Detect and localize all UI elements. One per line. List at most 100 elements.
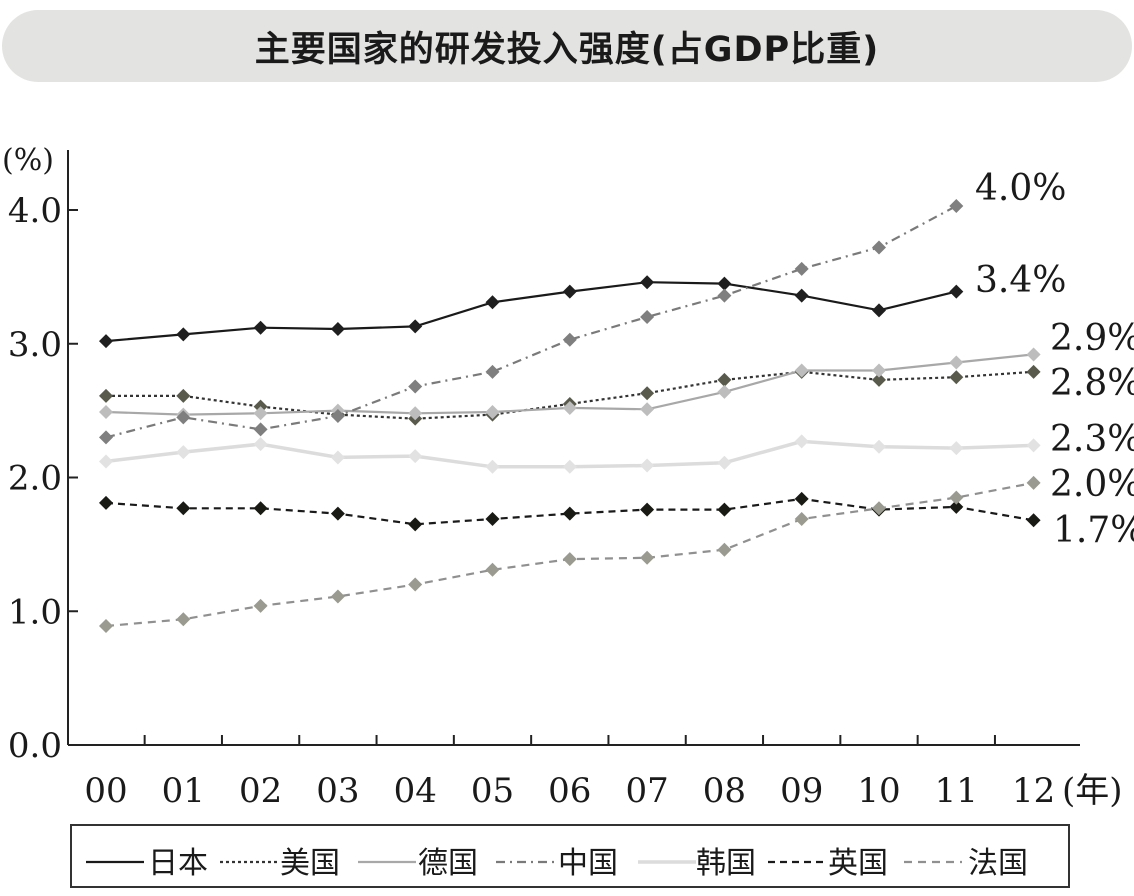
data-point-marker [485, 562, 500, 577]
data-point-marker [562, 506, 577, 521]
y-tick-label: 1.0 [8, 592, 62, 632]
data-point-marker [408, 517, 423, 532]
y-tick-label: 3.0 [8, 325, 62, 365]
data-point-marker [794, 288, 809, 303]
data-point-marker [949, 370, 964, 385]
data-point-marker [408, 379, 423, 394]
series-end-value-label: 2.3% [1050, 419, 1134, 460]
data-point-marker [562, 332, 577, 347]
data-point-marker [99, 404, 113, 419]
x-tick-label: 06 [548, 771, 591, 811]
data-point-marker [872, 363, 886, 378]
series-end-value-label: 2.0% [1050, 464, 1134, 505]
series-line [105, 205, 957, 439]
data-point-marker [485, 404, 500, 419]
x-tick-label: 01 [162, 771, 205, 811]
data-point-marker [330, 408, 345, 423]
y-tick-label: 4.0 [8, 191, 62, 231]
legend-label: 韩国 [696, 846, 756, 881]
data-point-marker [176, 501, 191, 516]
data-point-marker [794, 363, 809, 378]
data-point-marker [717, 384, 732, 399]
data-point-marker [794, 511, 809, 526]
legend-items: 日本 美国 德国 中国 韩国 英国 法国 [86, 846, 1028, 881]
data-point-marker [408, 449, 423, 464]
data-point-marker [99, 388, 113, 403]
data-point-marker [1026, 513, 1041, 528]
data-point-marker [330, 506, 345, 521]
data-point-marker [408, 406, 423, 421]
y-axis-unit-label: (%) [2, 143, 54, 178]
data-point-marker [253, 406, 268, 421]
chart-title: 主要国家的研发投入强度(占GDP比重) [254, 29, 880, 70]
data-point-marker [1026, 438, 1041, 453]
data-point-marker [562, 284, 577, 299]
data-point-marker [949, 490, 964, 505]
data-point-marker [408, 577, 423, 592]
data-point-marker [330, 322, 345, 337]
data-point-marker [176, 612, 191, 627]
data-point-marker [1026, 475, 1041, 490]
legend-label: 美国 [280, 846, 340, 881]
data-point-marker [330, 450, 345, 465]
x-tick-label: 00 [84, 771, 127, 811]
data-point-marker [562, 552, 577, 567]
data-point-marker [176, 410, 191, 425]
data-point-marker [485, 295, 500, 310]
data-point-marker [717, 372, 732, 387]
data-point-marker [640, 402, 655, 417]
data-point-marker [253, 598, 268, 613]
data-point-marker [872, 501, 886, 516]
data-point-marker [562, 459, 577, 474]
data-point-marker [562, 400, 577, 415]
legend-label: 法国 [968, 846, 1028, 881]
data-point-marker [949, 441, 964, 456]
data-point-marker [717, 502, 732, 517]
data-point-marker [872, 303, 886, 318]
chart-axes: 0.0 1.0 2.0 3.0 4.0 (%) 00 01 02 03 04 05 06 07 08 09 10… [2, 143, 1123, 811]
data-point-marker [794, 491, 809, 506]
legend-label: 日本 [148, 846, 208, 881]
x-axis-unit-label: (年) [1062, 771, 1123, 811]
data-point-marker [176, 388, 191, 403]
data-point-marker [99, 495, 113, 510]
x-tick-label: 03 [316, 771, 359, 811]
data-point-marker [717, 276, 732, 291]
data-point-marker [872, 240, 886, 255]
data-point-marker [99, 334, 113, 349]
x-tick-label: 05 [471, 771, 514, 811]
data-point-marker [176, 445, 191, 460]
data-point-marker [717, 542, 732, 557]
x-tick-label: 10 [857, 771, 900, 811]
data-point-marker [253, 422, 268, 437]
series-end-value-label: 3.4% [975, 260, 1066, 301]
data-point-marker [640, 310, 655, 324]
x-tick-label: 08 [703, 771, 746, 811]
series-end-value-label: 1.7% [1053, 510, 1134, 551]
data-point-marker [640, 502, 655, 517]
x-tick-label: 07 [625, 771, 668, 811]
legend-label: 英国 [828, 846, 888, 881]
data-point-marker [485, 364, 500, 379]
end-labels: 3.4% 2.8%2.9% 4.0% 2.3% 1.7% 2.0% [975, 168, 1134, 551]
data-point-marker [99, 618, 113, 633]
data-point-marker [640, 275, 655, 290]
chart-title-bar: 主要国家的研发投入强度(占GDP比重) [2, 10, 1132, 82]
series-end-value-label: 2.9% [1050, 318, 1134, 359]
data-point-marker [253, 437, 268, 452]
data-point-marker [872, 439, 886, 454]
x-tick-label: 04 [394, 771, 437, 811]
x-tick-label: 02 [239, 771, 282, 811]
data-point-marker [1026, 347, 1041, 362]
legend: 日本 美国 德国 中国 韩国 英国 法国 [70, 824, 1070, 888]
data-point-marker [949, 355, 964, 370]
data-point-marker [330, 589, 345, 604]
data-point-marker [794, 261, 809, 276]
data-point-marker [176, 327, 191, 342]
series-end-value-label: 4.0% [975, 168, 1066, 209]
legend-label: 中国 [558, 846, 618, 881]
data-point-marker [872, 372, 886, 387]
series-end-value-label: 2.8% [1050, 363, 1134, 404]
data-point-marker [949, 499, 964, 514]
